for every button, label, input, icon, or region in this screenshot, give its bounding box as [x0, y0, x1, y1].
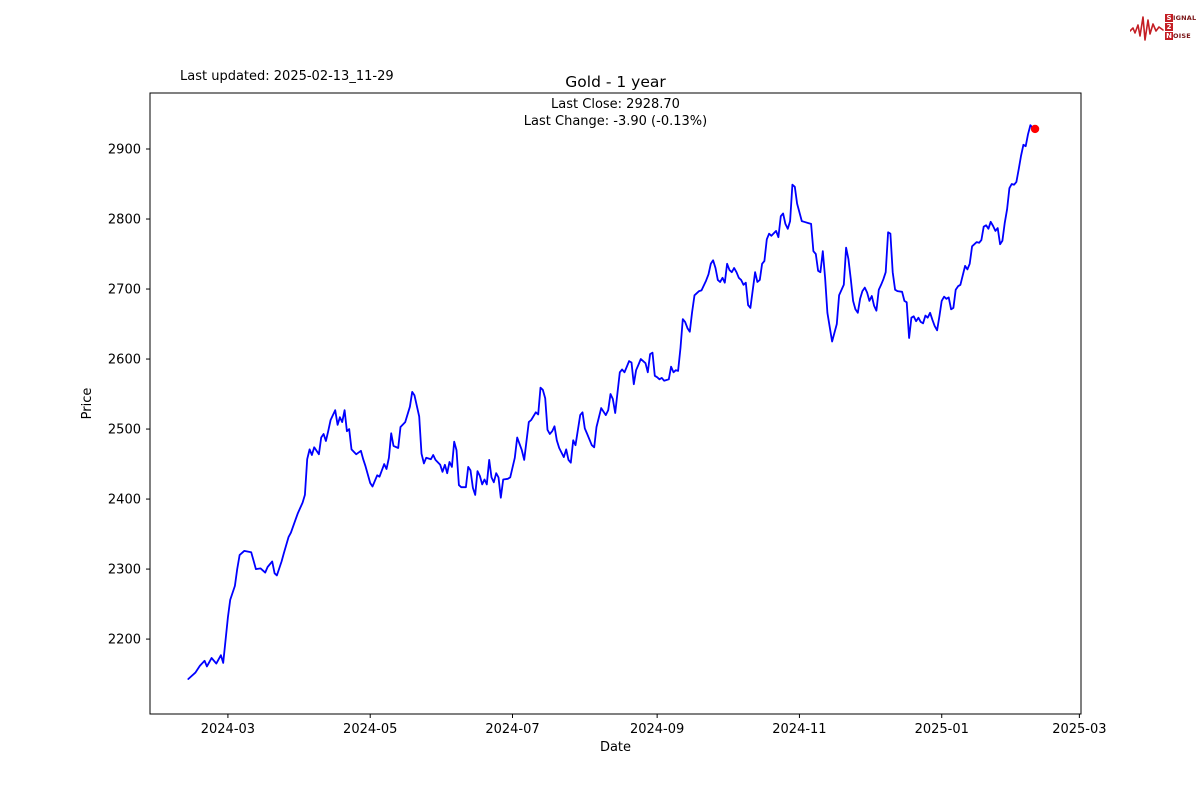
- x-tick-label: 2025-03: [1052, 722, 1106, 737]
- last-close-text: Last Close: 2928.70: [551, 97, 680, 112]
- y-tick-label: 2300: [108, 563, 141, 578]
- x-axis-label: Date: [600, 740, 631, 755]
- last-price-dot: [1030, 124, 1040, 134]
- y-tick-label: 2200: [108, 633, 141, 648]
- logo-letter-2: 2: [1165, 23, 1173, 31]
- waveform-icon: [1130, 16, 1164, 41]
- logo-wordmark: S IGNAL 2 N OISE: [1165, 14, 1196, 40]
- price-line: [187, 124, 1036, 680]
- y-tick-label: 2900: [108, 143, 141, 158]
- logo-row-noise: N OISE: [1165, 32, 1191, 40]
- x-tick-label: 2024-03: [201, 722, 255, 737]
- x-tick-label: 2024-11: [772, 722, 826, 737]
- chart-title: Gold - 1 year: [565, 73, 666, 91]
- y-axis-label: Price: [80, 388, 95, 420]
- logo-row-2: 2: [1165, 23, 1196, 31]
- plot-border: [149, 92, 1082, 715]
- last-change-text: Last Change: -3.90 (-0.13%): [523, 114, 708, 129]
- logo-letter-s: S: [1165, 14, 1173, 22]
- y-tick-label: 2500: [108, 423, 141, 438]
- x-tick-label: 2024-09: [630, 722, 684, 737]
- x-tick-label: 2024-07: [485, 722, 539, 737]
- y-tick-label: 2600: [108, 353, 141, 368]
- y-tick-label: 2800: [108, 213, 141, 228]
- y-tick-label: 2700: [108, 283, 141, 298]
- x-tick-label: 2025-01: [915, 722, 969, 737]
- last-updated-text: Last updated: 2025-02-13_11-29: [180, 69, 394, 84]
- signal2noise-logo: S IGNAL 2 N OISE: [1130, 4, 1200, 50]
- y-tick-label: 2400: [108, 493, 141, 508]
- logo-row-signal: S IGNAL: [1165, 14, 1197, 22]
- x-tick-label: 2024-05: [343, 722, 397, 737]
- logo-letter-n: N: [1165, 32, 1173, 40]
